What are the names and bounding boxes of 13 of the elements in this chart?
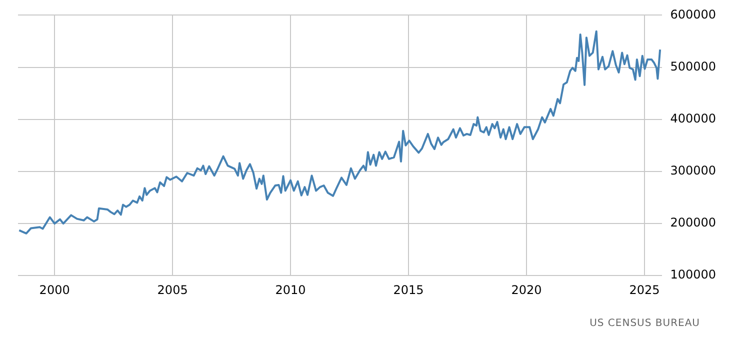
x-tick-label: 2010 <box>275 282 306 297</box>
text: US CENSUS BUREAU <box>590 318 700 329</box>
y-tick-label: 200000 <box>670 216 716 230</box>
y-tick-label: 300000 <box>670 164 716 178</box>
y-tick-label: 100000 <box>670 268 716 282</box>
y-tick-label: 600000 <box>670 7 716 22</box>
x-tick-label: 2020 <box>511 282 542 297</box>
x-tick-label: 2005 <box>157 282 188 297</box>
y-tick-label: 500000 <box>670 59 716 74</box>
x-tick-label: 2025 <box>629 282 660 297</box>
y-tick-label: 400000 <box>670 111 716 126</box>
x-tick-label: 2015 <box>393 282 424 297</box>
x-tick-label: 2000 <box>39 282 70 297</box>
